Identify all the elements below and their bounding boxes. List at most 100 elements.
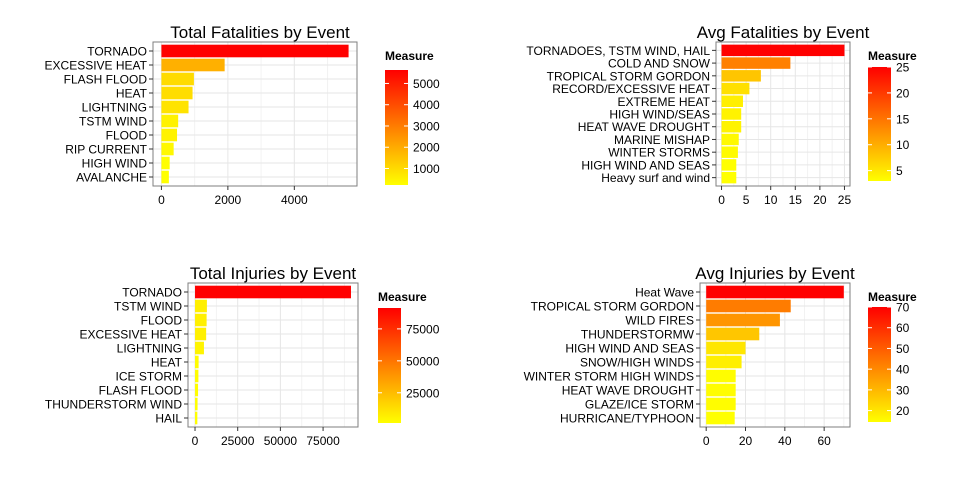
bar [721,133,739,146]
legend-tick-label: 30 [896,383,910,397]
x-tick-label: 10 [764,193,778,207]
bar [706,313,780,327]
plot-border [187,282,359,428]
legend-title: Measure [868,290,917,304]
legend-title: Measure [868,49,917,63]
bar [706,285,844,299]
y-tick-label: THUNDERSTORM WIND [45,398,182,412]
legend-tick-label: 40 [896,363,910,377]
y-tick-label: FLASH FLOOD [64,73,148,87]
y-tick-label: Heat Wave [635,286,694,300]
bar [161,142,174,156]
bar [706,383,736,397]
legend-tick-label: 75000 [406,322,440,336]
chart-title: Avg Fatalities by Event [697,23,870,42]
legend-tick-label: 50 [896,342,910,356]
x-tick-label: 20 [739,434,753,448]
y-tick-label: TROPICAL STORM GORDON [547,69,710,83]
y-tick-label: HIGH WIND AND SEAS [565,342,694,356]
y-tick-label: TSTM WIND [79,115,147,129]
bar [721,70,761,82]
bar [195,397,198,411]
chart-title: Total Injuries by Event [190,264,357,283]
bar [721,108,742,120]
y-tick-label: EXCESSIVE HEAT [45,59,148,73]
y-tick-label: HEAT [116,87,148,101]
bar [721,146,738,158]
y-tick-label: TORNADO [122,286,182,300]
y-tick-label: MARINE MISHAP [614,133,710,147]
y-tick-label: WINTER STORM HIGH WINDS [524,370,694,384]
bar [706,299,791,313]
legend-tick-label: 25 [896,61,910,75]
legend-tick-label: 5000 [413,77,440,91]
x-tick-label: 0 [192,434,199,448]
y-tick-label: TSTM WIND [114,300,182,314]
legend-tick-label: 15 [896,112,910,126]
legend-colorbar [378,308,401,423]
bar [195,411,198,425]
y-tick-label: HEAT WAVE DROUGHT [562,384,695,398]
y-tick-label: HEAT [151,356,183,370]
bar [161,128,178,142]
y-tick-label: TORNADOES, TSTM WIND, HAIL [526,44,710,58]
legend-title: Measure [378,290,427,304]
bar [161,86,193,100]
plot-area [188,283,358,427]
y-tick-label: THUNDERSTORMW [581,328,695,342]
bar [161,100,189,114]
x-tick-label: 40 [778,434,792,448]
bar [721,82,750,95]
x-tick-label: 5 [743,193,750,207]
bar [721,121,742,133]
y-tick-label: ICE STORM [116,370,182,384]
y-tick-label: EXCESSIVE HEAT [80,328,183,342]
bar [161,72,194,86]
bar [161,170,169,184]
y-tick-label: TORNADO [87,45,147,59]
legend-tick-label: 20 [896,404,910,418]
bar [721,171,737,184]
bar [161,58,225,72]
legend-colorbar [385,70,408,185]
bar [721,44,845,57]
y-tick-label: Heavy surf and wind [601,171,710,185]
x-tick-label: 20 [813,193,827,207]
legend-colorbar [868,67,891,181]
bar [721,57,791,69]
y-tick-label: WILD FIRES [625,314,694,328]
bar [721,95,743,107]
y-tick-label: COLD AND SNOW [608,57,711,71]
y-tick-label: FLASH FLOOD [99,384,183,398]
legend-tick-label: 5 [896,164,903,178]
legend-tick-label: 1000 [413,162,440,176]
bar [195,285,351,299]
legend-title: Measure [385,49,434,63]
y-tick-label: LIGHTNING [117,342,182,356]
y-tick-label: RECORD/EXCESSIVE HEAT [552,82,710,96]
legend-tick-label: 20 [896,86,910,100]
x-tick-label: 0 [158,193,165,207]
bar [195,369,199,383]
legend-tick-label: 50000 [406,354,440,368]
bar [706,355,742,369]
y-tick-label: AVALANCHE [76,171,147,185]
bar [706,369,736,383]
chart-title: Avg Injuries by Event [695,264,855,283]
bar [706,327,760,341]
bar [706,397,736,411]
x-tick-label: 75000 [306,434,340,448]
y-tick-label: WINTER STORMS [608,146,710,160]
y-tick-label: HURRICANE/TYPHOON [560,412,694,426]
bar [161,44,349,58]
plot-border [152,41,358,187]
y-tick-label: FLOOD [106,129,148,143]
y-tick-label: RIP CURRENT [65,143,147,157]
y-tick-label: TROPICAL STORM GORDON [531,300,694,314]
legend-tick-label: 4000 [413,98,440,112]
x-tick-label: 0 [718,193,725,207]
y-tick-label: SNOW/HIGH WINDS [580,356,694,370]
x-tick-label: 15 [789,193,803,207]
